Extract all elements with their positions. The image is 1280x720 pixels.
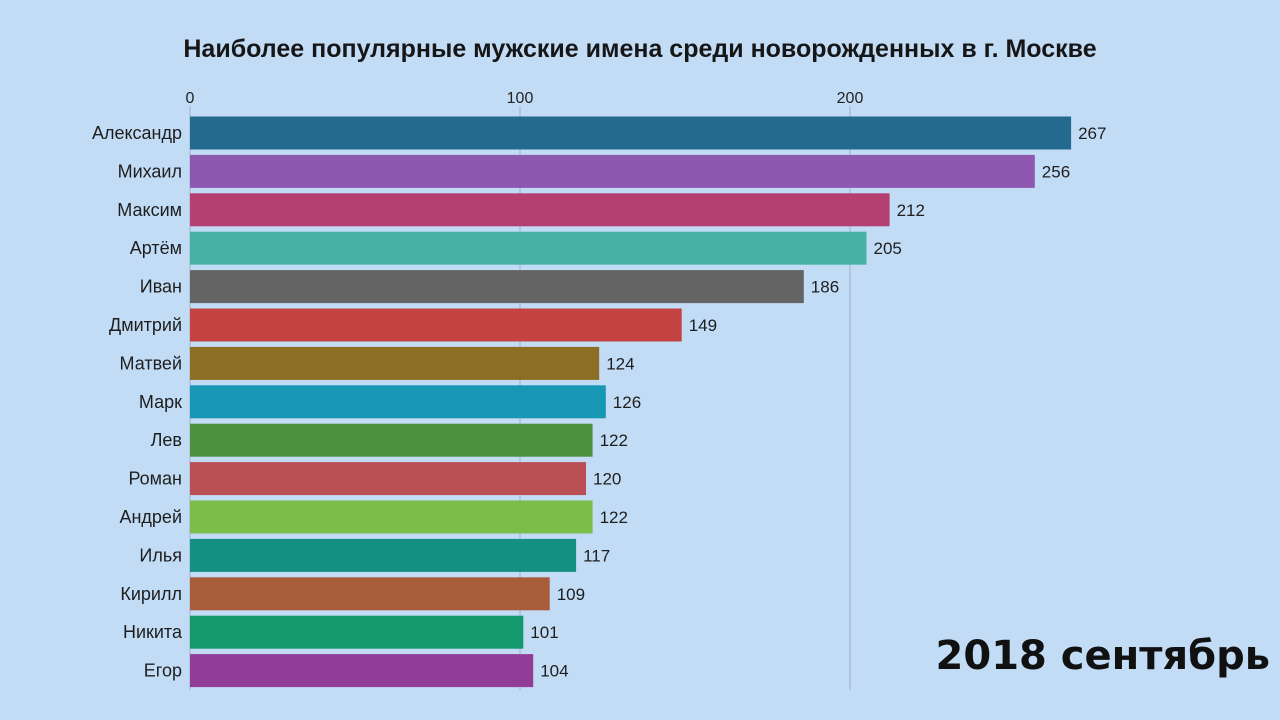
bar-8 [190, 385, 606, 419]
value-label: 120 [593, 470, 621, 489]
category-labels: Александр Михаил Максим Артём Иван Дмитрий Мат… [92, 123, 183, 681]
x-tick-label: 200 [837, 90, 864, 107]
bar-9 [190, 423, 593, 457]
bar-1 [190, 116, 1072, 150]
value-label: 117 [583, 546, 610, 565]
x-tick-label: 0 [186, 90, 195, 107]
bar-5 [190, 270, 804, 304]
bar-6 [190, 308, 682, 342]
category-label: Егор [144, 661, 182, 681]
value-labels: 267 256 212 205 186 149 124 126 122 120 122 117 109 1… [530, 124, 1106, 681]
category-label: Дмитрий [109, 315, 182, 335]
value-label: 205 [874, 239, 902, 258]
x-axis-ticks: 0 100 200 [186, 90, 864, 107]
category-label: Лев [151, 430, 182, 450]
value-label: 256 [1042, 162, 1070, 181]
value-label: 122 [600, 431, 628, 450]
value-label: 101 [530, 623, 558, 642]
category-label: Марк [139, 392, 182, 412]
x-tick-label: 100 [507, 90, 534, 107]
value-label: 109 [557, 585, 585, 604]
bar-4 [190, 231, 867, 265]
category-label: Кирилл [120, 584, 182, 604]
bar-13 [190, 577, 550, 611]
bar-11 [190, 500, 593, 534]
category-label: Иван [140, 277, 182, 297]
category-label: Михаил [118, 161, 182, 181]
bar-2 [190, 154, 1035, 188]
bars [190, 116, 1072, 688]
value-label: 149 [689, 316, 717, 335]
value-label: 124 [606, 354, 634, 373]
category-label: Матвей [120, 353, 182, 373]
category-label: Артём [130, 238, 182, 258]
value-label: 212 [897, 201, 925, 220]
bar-7 [190, 346, 600, 380]
category-label: Андрей [119, 507, 182, 527]
value-label: 186 [811, 278, 839, 297]
value-label: 122 [600, 508, 628, 527]
bar-15 [190, 654, 534, 688]
bar-10 [190, 462, 586, 496]
bar-3 [190, 193, 890, 227]
bar-14 [190, 615, 524, 649]
category-label: Александр [92, 123, 182, 143]
period-label: 2018 сентябрь [936, 633, 1270, 679]
category-label: Никита [123, 622, 183, 642]
bar-12 [190, 538, 577, 572]
category-label: Максим [117, 200, 182, 220]
category-label: Роман [128, 469, 182, 489]
value-label: 104 [540, 662, 568, 681]
category-label: Илья [139, 545, 182, 565]
chart-title: Наиболее популярные мужские имена среди … [183, 35, 1096, 63]
value-label: 267 [1078, 124, 1106, 143]
value-label: 126 [613, 393, 641, 412]
